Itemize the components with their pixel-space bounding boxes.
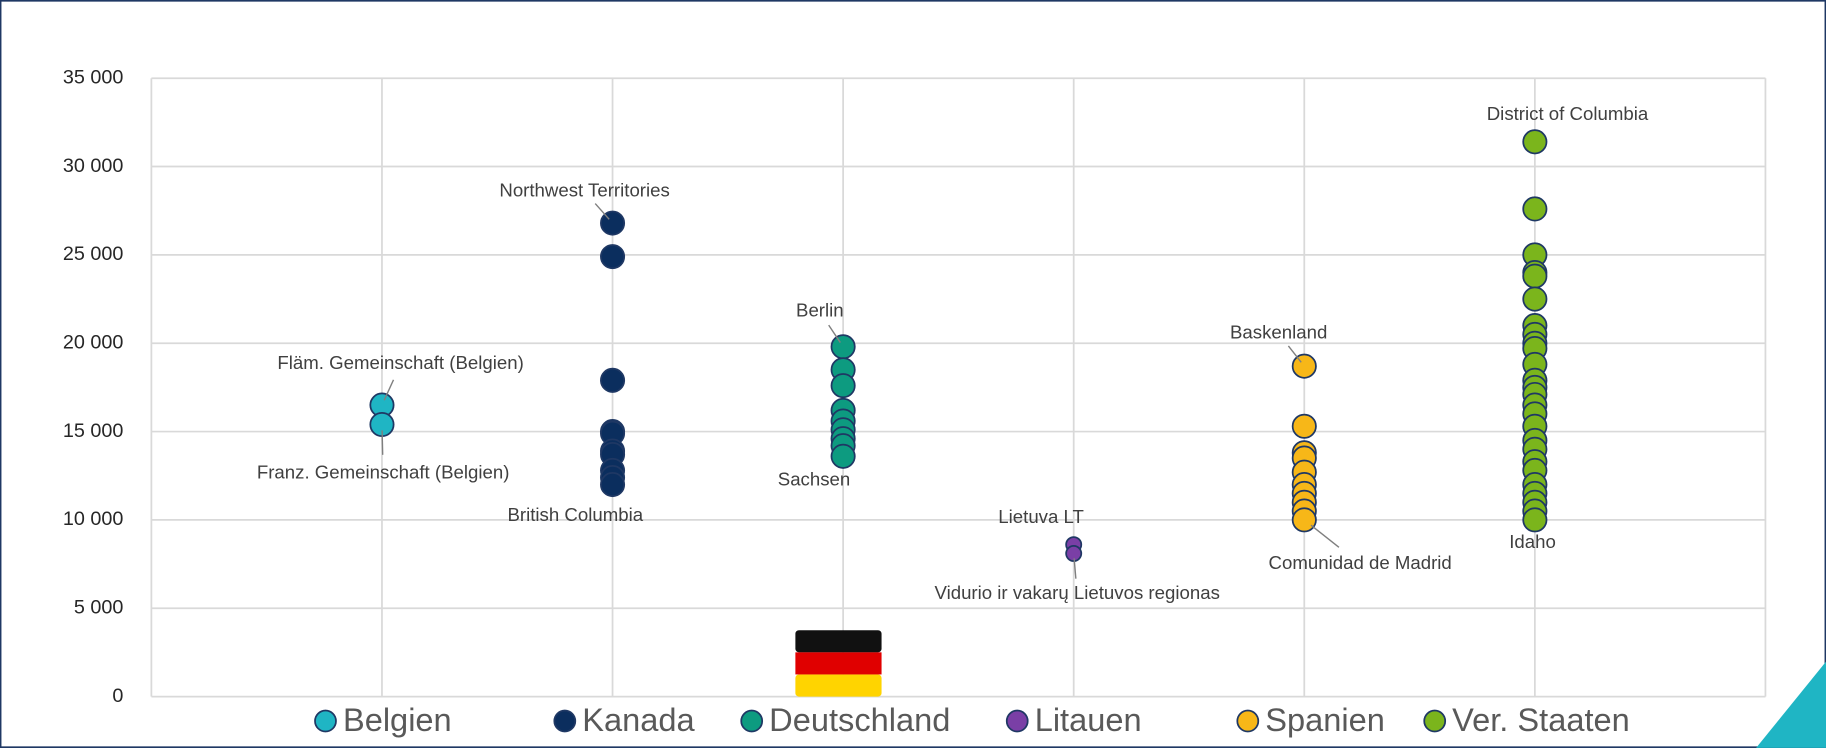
point (1522, 129, 1548, 155)
legend-label: Kanada (582, 701, 695, 738)
y-tick-label: 20 000 (63, 331, 124, 353)
point-label: Comunidad de Madrid (1269, 552, 1452, 573)
y-tick-label: 30 000 (63, 155, 124, 177)
point-label: District of Columbia (1487, 103, 1649, 124)
marks: Fläm. Gemeinschaft (Belgien) Franz. Gemei… (257, 103, 1649, 603)
legend-swatch (1236, 709, 1260, 733)
point (1522, 263, 1548, 289)
leader-line (1287, 345, 1302, 363)
legend-label: Litauen (1035, 701, 1142, 738)
legend-label: Spanien (1265, 701, 1385, 738)
point-label: Idaho (1509, 531, 1556, 552)
point-label: Northwest Territories (499, 180, 669, 201)
leader-line (383, 379, 395, 401)
point (1522, 286, 1548, 312)
leader-line (828, 324, 841, 343)
point-label: British Columbia (507, 504, 643, 525)
legend-swatch (1005, 709, 1029, 733)
point (1291, 507, 1317, 533)
point-label: Vidurio ir vakarų Lietuvos regionas (934, 582, 1219, 603)
point-label: Berlin (796, 300, 844, 321)
y-tick-label: 25 000 (63, 243, 124, 265)
point-label: Sachsen (778, 469, 850, 490)
legend: Belgien Kanada Deutschland Litauen Spanien Ve… (314, 701, 1630, 738)
legend-swatch (1423, 709, 1447, 733)
leader-line (381, 430, 384, 455)
point (1291, 413, 1317, 439)
leader-line (594, 203, 610, 220)
y-tick-label: 15 000 (63, 420, 124, 442)
leader-line (1073, 558, 1077, 579)
point (600, 244, 626, 270)
legend-swatch (553, 709, 577, 733)
leader-line (1310, 524, 1340, 548)
y-tick-label: 10 000 (63, 508, 124, 530)
point (830, 373, 856, 399)
legend-label: Deutschland (769, 701, 950, 738)
y-tick-label: 5 000 (74, 596, 124, 618)
legend-label: Ver. Staaten (1452, 701, 1630, 738)
point-label: Franz. Gemeinschaft (Belgien) (257, 461, 510, 482)
point (830, 334, 856, 360)
flag-red (795, 652, 882, 675)
legend-label: Belgien (343, 701, 452, 738)
point (830, 443, 856, 469)
legend-swatch (314, 709, 337, 733)
point (600, 367, 626, 393)
point (1522, 196, 1548, 222)
corner-decoration (1756, 661, 1826, 748)
point (600, 472, 626, 498)
point (1291, 353, 1317, 379)
legend-swatch (740, 709, 764, 733)
flag-black (795, 630, 882, 653)
point (1522, 507, 1548, 533)
y-tick-label: 35 000 (63, 66, 124, 88)
point-label: Lietuva LT (998, 506, 1084, 527)
flag-icon (795, 630, 882, 697)
y-tick-label: 0 (112, 685, 123, 707)
grid: 0 5 000 10 000 15 000 20 000 25 000 30 000 35 0… (63, 66, 1767, 707)
flag-gold (795, 674, 882, 697)
point-label: Fläm. Gemeinschaft (Belgien) (277, 352, 523, 373)
point-label: Baskenland (1230, 322, 1327, 343)
